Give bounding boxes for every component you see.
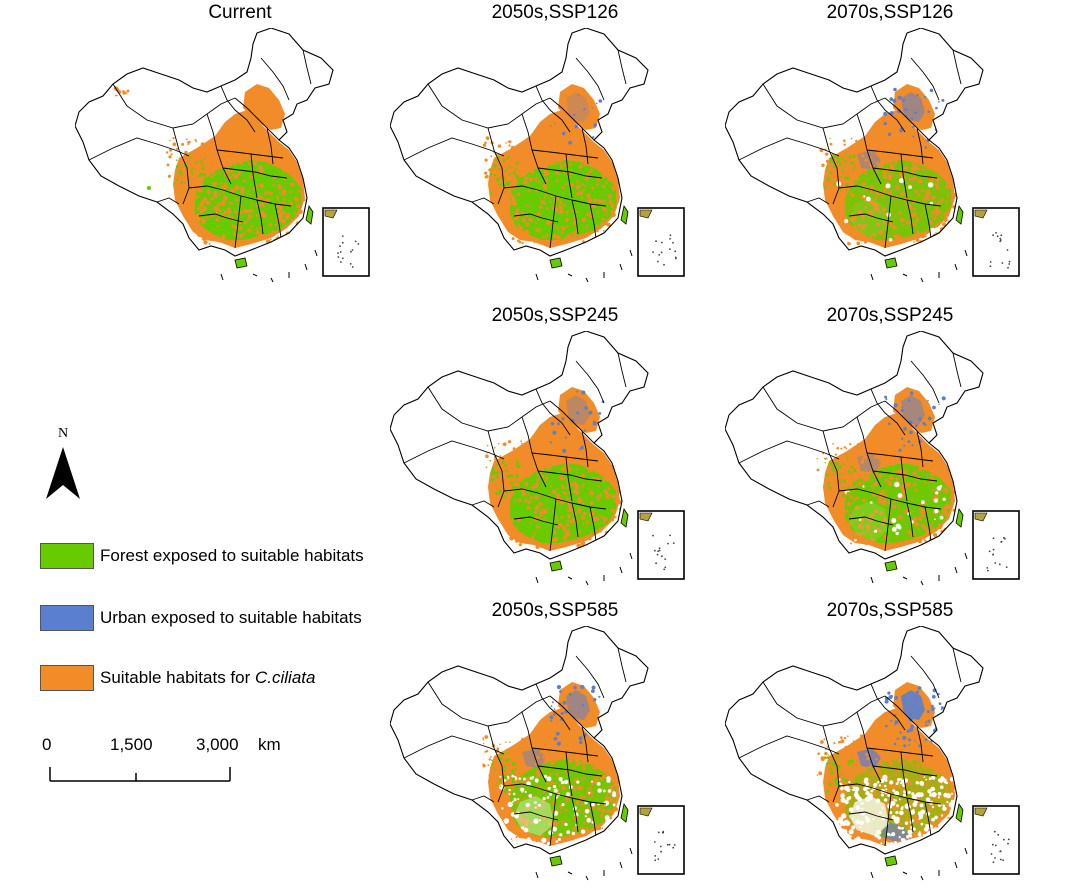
hainan-island <box>549 257 563 269</box>
province-boundaries <box>403 352 631 552</box>
south-china-sea-inset <box>637 207 685 277</box>
china-map <box>390 331 685 586</box>
hainan-island <box>549 560 563 572</box>
china-map <box>390 28 685 283</box>
habitat-layer <box>819 84 957 248</box>
map-panel-2070s-ssp126: 2070s,SSP126 <box>725 0 1055 290</box>
south-china-sea-inset <box>972 510 1020 580</box>
china-map <box>725 626 1020 881</box>
country-outline <box>390 331 649 560</box>
panel-title: 2070s,SSP245 <box>826 305 954 326</box>
panel-title: 2050s,SSP126 <box>491 2 619 23</box>
south-china-sea-inset <box>322 207 370 277</box>
south-china-sea-inset <box>972 805 1020 875</box>
panel-title: 2050s,SSP585 <box>491 600 619 621</box>
china-map <box>390 626 685 881</box>
taiwan-island <box>955 802 964 823</box>
forest-swatch <box>40 543 94 569</box>
scale-label-0: 0 <box>42 735 52 754</box>
south-china-sea-inset <box>637 510 685 580</box>
taiwan-island <box>305 204 314 225</box>
map-panel-2050s-ssp245: 2050s,SSP245 <box>390 303 720 593</box>
suitable-swatch <box>40 665 94 691</box>
scale-bar-line <box>49 767 231 782</box>
hainan-island <box>884 560 898 572</box>
sea-boundary-marks <box>870 847 968 881</box>
habitat-layer <box>816 682 958 849</box>
sea-boundary-marks <box>220 249 318 283</box>
north-label: N <box>58 426 68 441</box>
scale-unit: km <box>258 735 281 754</box>
map-panel-2070s-ssp585: 2070s,SSP585 <box>725 598 1055 888</box>
province-boundaries <box>88 49 316 249</box>
country-outline <box>75 28 334 257</box>
legend-label: Forest exposed to suitable habitats <box>100 546 364 565</box>
north-arrow: N <box>38 423 88 503</box>
habitat-layer <box>113 84 307 248</box>
urban-swatch <box>40 605 94 631</box>
country-outline <box>725 28 984 257</box>
sea-boundary-marks <box>535 552 633 586</box>
sea-boundary-marks <box>535 847 633 881</box>
province-boundaries <box>738 647 966 847</box>
habitat-layer <box>482 84 622 248</box>
habitat-layer <box>485 387 622 551</box>
species-name: C.ciliata <box>254 668 316 687</box>
south-china-sea-inset <box>972 207 1020 277</box>
sea-boundary-marks <box>870 552 968 586</box>
habitat-layer <box>816 387 958 553</box>
taiwan-island <box>620 802 629 823</box>
map-panel-current: Current <box>75 0 405 290</box>
south-china-sea-inset <box>637 805 685 875</box>
map-panel-2050s-ssp126: 2050s,SSP126 <box>390 0 720 290</box>
country-outline <box>725 626 984 855</box>
sea-boundary-marks <box>535 249 633 283</box>
panel-title: 2070s,SSP126 <box>826 2 954 23</box>
hainan-island <box>884 855 898 867</box>
china-map <box>725 28 1020 283</box>
legend-label: Urban exposed to suitable habitats <box>100 608 362 627</box>
legend-label: Suitable habitats for C.ciliata <box>100 666 315 690</box>
hainan-island <box>234 257 248 269</box>
panel-title: 2070s,SSP585 <box>826 600 954 621</box>
country-outline <box>390 28 649 257</box>
country-outline <box>390 626 649 855</box>
scale-label-3000: 3,000 <box>196 735 239 754</box>
sea-boundary-marks <box>870 249 968 283</box>
country-outline <box>725 331 984 560</box>
taiwan-island <box>955 507 964 528</box>
taiwan-island <box>955 204 964 225</box>
panel-title: Current <box>208 2 272 23</box>
hainan-island <box>549 855 563 867</box>
china-map <box>75 28 370 283</box>
north-arrow-icon <box>46 447 80 499</box>
habitat-layer <box>482 682 622 846</box>
hainan-island <box>884 257 898 269</box>
scale-bar: 0 1,500 3,000 km <box>40 735 300 790</box>
panel-title: 2050s,SSP245 <box>491 305 619 326</box>
taiwan-island <box>620 204 629 225</box>
legend-label-prefix: Suitable habitats for <box>100 668 255 687</box>
scale-label-1500: 1,500 <box>110 735 153 754</box>
china-map <box>725 331 1020 586</box>
taiwan-island <box>620 507 629 528</box>
map-panel-2050s-ssp585: 2050s,SSP585 <box>390 598 720 888</box>
province-boundaries <box>403 647 631 847</box>
map-panel-2070s-ssp245: 2070s,SSP245 <box>725 303 1055 593</box>
